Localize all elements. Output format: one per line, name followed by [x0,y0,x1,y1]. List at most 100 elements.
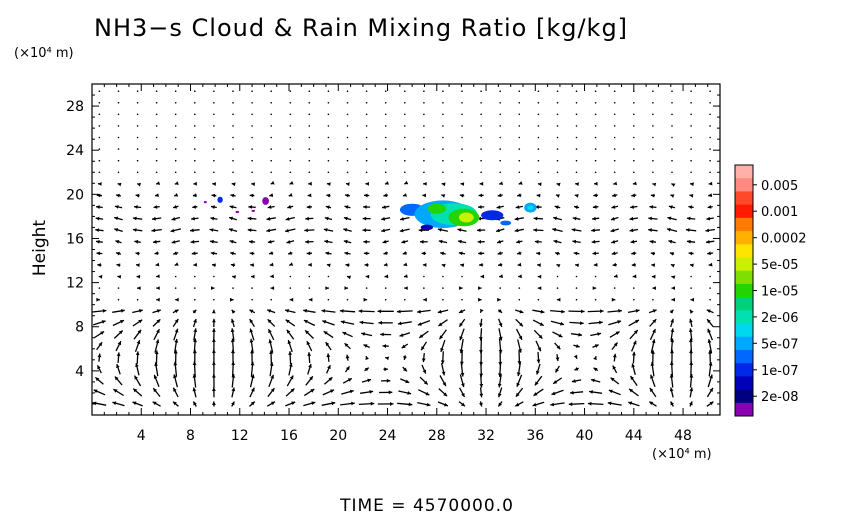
wind-vector [516,251,522,255]
wind-vector-dot [461,125,463,127]
wind-vector [420,239,428,244]
wind-vector [230,338,235,354]
wind-vector-dot [671,136,673,139]
wind-vector [459,374,465,388]
wind-vector [590,378,601,383]
cloud-patch [427,203,446,214]
wind-vector [479,338,483,354]
y-tick-label: 16 [66,231,84,247]
wind-vector [96,193,103,198]
wind-vector [652,182,657,187]
wind-vector [707,328,714,341]
wind-vector-dot [136,113,139,116]
wind-vector [190,239,200,244]
wind-vector [668,205,676,209]
wind-vector [267,318,276,327]
wind-vector-dot [98,125,101,127]
wind-vector [401,343,409,349]
wind-vector [303,388,315,397]
wind-vector [112,309,125,313]
wind-vector [114,205,123,209]
wind-vector-dot [289,159,292,162]
wind-vector [671,183,676,187]
wind-vector [568,309,585,314]
wind-vector [421,353,426,363]
colorbar: 0.005 0.001 0.0002 5e-05 1e-05 2e-06 5e-07 1e-0… [734,164,807,417]
wind-vector [326,193,331,198]
wind-vector-dot [461,275,463,278]
wind-vector [417,319,431,326]
wind-vector [460,182,465,186]
wind-vector-dot [346,90,349,92]
wind-vector-dot [690,125,692,127]
wind-vector [308,181,312,186]
wind-vector [708,193,713,198]
wind-vector-dot [270,102,273,104]
colorbar-swatch [735,257,753,272]
wind-vector [476,228,486,233]
wind-vector [669,387,674,398]
colorbar-swatch [735,323,753,338]
wind-vector-dot [442,148,444,150]
wind-vector-dot [423,113,425,116]
wind-vector [532,401,545,407]
wind-vector [516,239,523,244]
wind-vector [97,263,102,267]
wind-vector [537,263,541,268]
wind-vector [114,216,123,221]
plot-frame [91,83,721,416]
wind-vector [267,205,275,209]
wind-vector-dot [613,136,616,139]
wind-vector [193,262,198,267]
colorbar-swatch [735,349,753,364]
colorbar-swatch [735,178,753,192]
wind-vector-dot [270,125,273,127]
wind-vector-dot [194,136,196,139]
wind-vector [132,216,143,221]
wind-vector [515,318,524,327]
wind-vector-dot [346,125,349,127]
wind-vector [116,363,121,375]
wind-vector-dot [575,90,578,92]
wind-vector-dot [575,136,578,139]
wind-vector [688,205,694,209]
wind-vector-dot [537,102,540,104]
wind-vector [572,239,581,244]
wind-vector-dot [232,159,234,162]
wind-vector [611,193,618,198]
cloud-patch [203,201,207,204]
wind-vector [97,353,102,362]
x-tick-label: 12 [231,428,249,444]
wind-vector-dot [194,148,196,150]
wind-vector-dot [518,171,521,174]
wind-vector-dot [194,90,196,92]
wind-vector [93,389,106,396]
wind-vector-dot [174,287,177,289]
wind-vector [612,262,617,267]
wind-vector-dot [174,136,177,139]
wind-vector [381,228,391,233]
wind-vector [152,318,161,327]
wind-vector [113,330,124,339]
wind-vector-dot [346,171,349,174]
wind-vector-dot [404,298,406,301]
wind-vector-dot [346,102,349,104]
wind-vector-dot [594,125,597,127]
x-tick-label: 4 [137,428,146,444]
wind-vector [592,205,599,209]
wind-vector [344,342,351,350]
wind-vector-dot [232,171,234,174]
wind-vector-dot [251,125,253,127]
wind-vector-dot [174,125,177,127]
wind-vector [307,352,312,364]
wind-vector-dot [556,90,559,92]
wind-vector [517,193,522,198]
wind-vector [346,275,351,280]
wind-vector [305,375,314,386]
wind-vector-dot [327,136,330,139]
wind-vector [266,228,277,233]
wind-vector-dot [556,287,559,289]
wind-vector [669,309,674,314]
wind-vector-dot [671,171,673,174]
wind-vector [423,182,427,186]
